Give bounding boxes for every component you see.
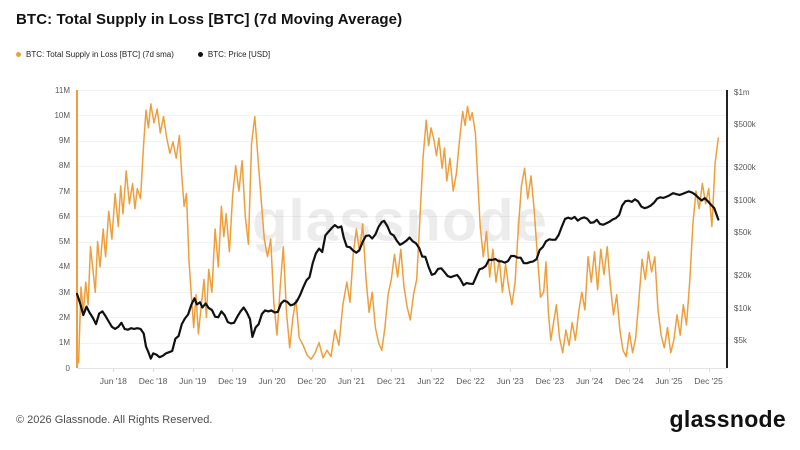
gridline [77, 115, 727, 117]
x-axis-label: Jun '19 [179, 376, 207, 386]
x-axis-tick [470, 368, 472, 372]
copyright-text: © 2026 Glassnode. All Rights Reserved. [16, 414, 213, 426]
x-axis-label: Jun '22 [417, 376, 445, 386]
y-axis-label-right: $500k [734, 120, 756, 129]
x-axis-label: Dec '25 [694, 376, 723, 386]
x-axis-label: Jun '18 [99, 376, 127, 386]
y-axis-label-left: 11M [55, 85, 70, 95]
y-axis-label-left: 5M [58, 237, 70, 247]
x-axis-tick [510, 368, 512, 372]
gridline [77, 241, 727, 243]
legend-marker-icon [197, 52, 203, 57]
gridline [77, 342, 727, 344]
y-axis-label-left: 9M [58, 136, 70, 146]
y-axis-label-right: $1m [734, 87, 750, 97]
x-axis-tick [311, 368, 313, 372]
x-axis-label: Jun '24 [575, 376, 604, 386]
x-axis-label: Jun '25 [655, 376, 683, 386]
gridline [77, 216, 727, 218]
right-axis-spine [726, 90, 728, 368]
x-axis-label: Dec '24 [614, 376, 644, 386]
gridline [77, 140, 727, 142]
y-axis-label-left: 8M [58, 161, 70, 171]
x-axis-tick [192, 368, 194, 372]
x-axis-line [77, 368, 727, 369]
y-axis-label-left: 0 [65, 363, 70, 373]
x-axis-label: Jun '21 [337, 376, 366, 386]
legend-item-0[interactable]: BTC: Total Supply in Loss [BTC] (7d sma) [16, 50, 174, 59]
x-axis-label: Dec '19 [218, 376, 247, 386]
x-axis-label: Jun '23 [496, 376, 524, 386]
x-axis-tick [668, 368, 670, 372]
x-axis-tick [232, 368, 234, 372]
y-axis-label-right: $50k [734, 228, 752, 237]
x-axis-tick [629, 368, 631, 372]
x-axis-tick [351, 368, 353, 372]
supply-in-loss-line [77, 103, 720, 364]
x-axis-tick [113, 368, 115, 372]
y-axis-label-left: 10M [54, 110, 70, 120]
y-axis-label-right: $200k [734, 162, 756, 172]
x-axis-label: Dec '23 [535, 376, 565, 386]
x-axis-tick [272, 368, 274, 372]
glassnode-logo: glassnode [669, 406, 786, 432]
legend-item-1[interactable]: BTC: Price [USD] [197, 50, 271, 59]
x-axis-tick [708, 368, 710, 372]
gridline [77, 317, 727, 319]
y-axis-label-left: 2M [58, 312, 70, 322]
chart-legend: BTC: Total Supply in Loss [BTC] (7d sma)… [16, 50, 270, 59]
legend-label: BTC: Price [USD] [207, 50, 271, 59]
y-axis-label-right: $10k [734, 303, 752, 313]
x-axis-label: Dec '21 [376, 376, 406, 386]
x-axis-label: Dec '18 [138, 376, 168, 386]
y-axis-label-right: $20k [734, 270, 752, 280]
y-axis-label-left: 1M [58, 338, 70, 348]
y-axis-label-right: $5k [734, 336, 747, 345]
y-axis-label-right: $100k [734, 195, 756, 205]
page-title: BTC: Total Supply in Loss [BTC] (7d Movi… [16, 11, 403, 28]
x-axis-tick [391, 368, 393, 372]
x-axis-tick [549, 368, 551, 372]
x-axis-tick [430, 368, 432, 372]
gridline [77, 292, 727, 294]
y-axis-label-left: 6M [58, 211, 70, 221]
x-axis-label: Dec '22 [456, 376, 485, 386]
x-axis-label: Dec '20 [297, 376, 327, 386]
price-line [75, 190, 720, 360]
gridline [77, 165, 727, 167]
legend-label: BTC: Total Supply in Loss [BTC] (7d sma) [26, 50, 174, 59]
x-axis-tick [153, 368, 155, 372]
left-axis-spine [76, 90, 78, 368]
gridline [77, 191, 727, 193]
y-axis-label-left: 4M [58, 262, 70, 272]
y-axis-label-left: 3M [58, 287, 70, 297]
x-axis-label: Jun '20 [258, 376, 286, 386]
gridline [77, 90, 727, 91]
y-axis-label-left: 7M [58, 186, 70, 196]
legend-marker-icon [16, 52, 21, 57]
x-axis-tick [589, 368, 591, 372]
